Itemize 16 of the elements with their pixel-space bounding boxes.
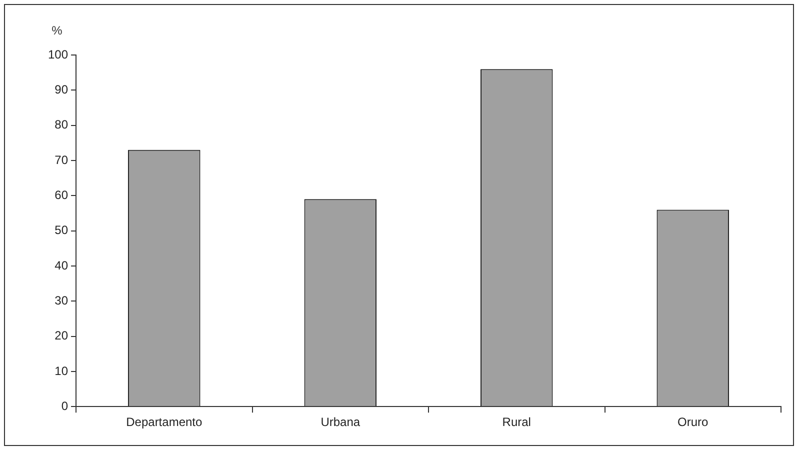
y-axis-title: % (52, 23, 63, 38)
y-tick-label: 50 (54, 223, 68, 238)
y-tick-label: 30 (54, 293, 68, 308)
y-tick-label: 40 (54, 258, 68, 272)
y-tick-label: 70 (54, 152, 68, 167)
y-tick-label: 100 (48, 47, 68, 62)
y-tick-label: 20 (54, 328, 68, 343)
x-tick-label: Rural (502, 415, 531, 430)
x-tick-label: Urbana (320, 415, 360, 430)
x-tick-label: Departamento (126, 415, 202, 430)
y-tick-label: 60 (54, 188, 68, 202)
y-tick-label: 10 (54, 364, 68, 378)
y-tick-label: 0 (61, 398, 68, 413)
y-tick-label: 90 (54, 82, 68, 96)
x-tick-label: Oruro (678, 415, 709, 430)
y-tick-label: 80 (54, 118, 68, 132)
